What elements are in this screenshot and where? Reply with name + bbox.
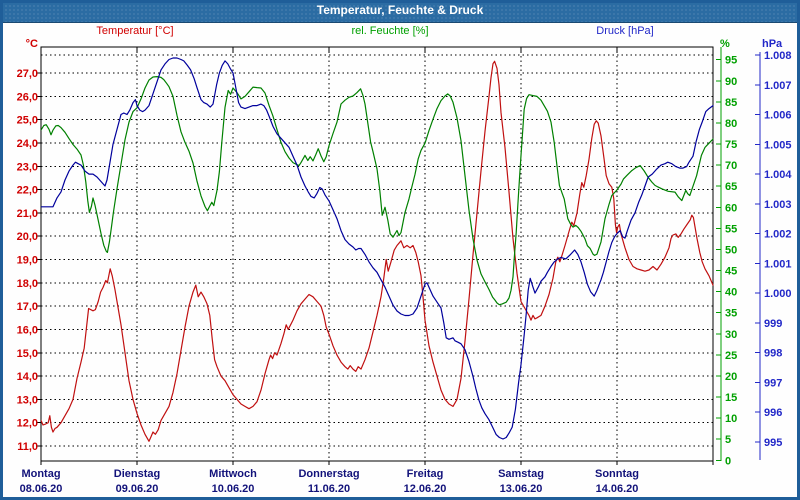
- humidity-axis-label: 60: [725, 202, 737, 214]
- day-date-label: 09.06.20: [116, 483, 159, 495]
- humidity-axis-label: 0: [725, 455, 731, 467]
- humidity-axis-label: 20: [725, 371, 737, 383]
- humidity-axis-label: 5: [725, 434, 731, 446]
- humidity-axis-label: 45: [725, 266, 737, 278]
- humidity-axis-label: 55: [725, 223, 737, 235]
- pressure-axis-label: 1.008: [764, 50, 792, 62]
- humidity-axis-label: 25: [725, 350, 737, 362]
- pressure-axis-label: 1.002: [764, 229, 792, 241]
- day-name-label: Sonntag: [595, 468, 639, 480]
- day-name-label: Mittwoch: [209, 468, 257, 480]
- plot-border: [40, 46, 714, 462]
- humidity-axis-label: 35: [725, 308, 737, 320]
- day-name-label: Donnerstag: [298, 468, 359, 480]
- pressure-axis-label: 1.006: [764, 110, 792, 122]
- day-date-label: 10.06.20: [212, 483, 255, 495]
- day-name-label: Montag: [21, 468, 60, 480]
- day-date-label: 08.06.20: [20, 483, 63, 495]
- left-axis-unit: °C: [25, 38, 38, 50]
- temperature-line: [41, 60, 714, 442]
- day-name-label: Samstag: [498, 468, 544, 480]
- left-axis-label: 21,0: [17, 208, 38, 220]
- left-axis-label: 26,0: [17, 91, 38, 103]
- left-axis-label: 17,0: [17, 301, 38, 313]
- left-axis-label: 22,0: [17, 185, 38, 197]
- pressure-axis-label: 1.007: [764, 80, 792, 92]
- day-date-label: 14.06.20: [596, 483, 639, 495]
- pressure-axis-label: 1.000: [764, 288, 792, 300]
- legend-humidity-label: rel. Feuchte [%]: [351, 25, 429, 37]
- humidity-axis-label: 30: [725, 329, 737, 341]
- left-axis-label: 25,0: [17, 115, 38, 127]
- pressure-axis-label: 998: [764, 348, 782, 360]
- humidity-axis-label: 95: [725, 55, 737, 67]
- left-axis-label: 24,0: [17, 138, 38, 150]
- window-title: Temperatur, Feuchte & Druck: [316, 3, 484, 17]
- day-date-label: 12.06.20: [404, 483, 447, 495]
- humidity-axis-label: 90: [725, 76, 737, 88]
- left-axis-label: 13,0: [17, 394, 38, 406]
- pressure-axis-label: 997: [764, 377, 782, 389]
- pressure-axis-label: 1.005: [764, 139, 792, 151]
- left-axis-label: 23,0: [17, 161, 38, 173]
- window-titlebar[interactable]: Temperatur, Feuchte & Druck: [0, 0, 800, 23]
- pressure-axis-label: 995: [764, 437, 782, 449]
- axis-labels: 27,0 26,0 25,0 24,0 23,0 22,0 21,0 20,0 19,0 18,0…: [17, 50, 793, 495]
- day-name-label: Dienstag: [114, 468, 160, 480]
- left-axis-label: 18,0: [17, 278, 38, 290]
- legend-pressure-label: Druck [hPa]: [596, 25, 654, 37]
- humidity-axis-label: 50: [725, 244, 737, 256]
- humidity-axis-label: 85: [725, 97, 737, 109]
- humidity-axis-label: 70: [725, 160, 737, 172]
- left-axis-label: 15,0: [17, 348, 38, 360]
- humidity-axis-label: 75: [725, 139, 737, 151]
- day-date-label: 11.06.20: [308, 483, 350, 495]
- humidity-axis-label: 10: [725, 413, 737, 425]
- pressure-axis-label: 996: [764, 407, 782, 419]
- pressure-axis-label: 1.004: [764, 169, 792, 181]
- humidity-line: [41, 75, 714, 306]
- left-axis-label: 16,0: [17, 324, 38, 336]
- pressure-axis-unit: hPa: [762, 38, 783, 50]
- left-axis-label: 19,0: [17, 255, 38, 267]
- humidity-axis-label: 15: [725, 392, 737, 404]
- legend-temperature-label: Temperatur [°C]: [96, 25, 174, 37]
- pressure-line: [41, 57, 714, 440]
- pressure-axis-label: 999: [764, 318, 782, 330]
- left-axis-label: 20,0: [17, 231, 38, 243]
- day-date-label: 13.06.20: [500, 483, 543, 495]
- humidity-axis-label: 65: [725, 181, 737, 193]
- data-series: [41, 57, 714, 442]
- humidity-axis-label: 40: [725, 287, 737, 299]
- gridlines: [41, 47, 713, 461]
- left-axis-label: 11,0: [17, 441, 38, 453]
- humidity-axis-unit: %: [720, 38, 730, 50]
- day-name-label: Freitag: [407, 468, 444, 480]
- pressure-axis-label: 1.001: [764, 258, 792, 270]
- pressure-axis-label: 1.003: [764, 199, 792, 211]
- left-axis-label: 14,0: [17, 371, 38, 383]
- humidity-axis-label: 80: [725, 118, 737, 130]
- left-axis-label: 27,0: [17, 68, 38, 80]
- axes: [36, 46, 761, 465]
- left-axis-label: 12,0: [17, 418, 38, 430]
